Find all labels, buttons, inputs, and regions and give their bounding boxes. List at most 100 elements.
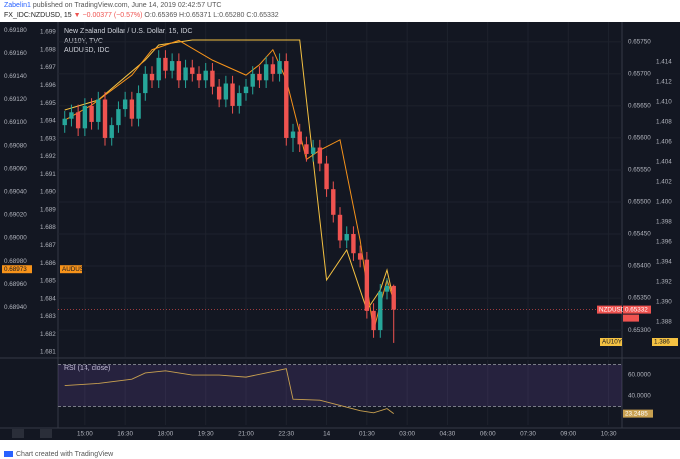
candle-body bbox=[109, 125, 114, 138]
candle-body bbox=[331, 189, 336, 215]
candle-body bbox=[270, 64, 276, 74]
candle-body bbox=[75, 112, 81, 129]
y4-tick-label: 1.686 bbox=[40, 260, 56, 267]
x-tick-label: 10:30 bbox=[601, 431, 617, 438]
y2-tick-label: 1.414 bbox=[656, 59, 672, 66]
y4-tick-label: 1.696 bbox=[40, 82, 56, 89]
y4-tick-label: 1.690 bbox=[40, 189, 56, 196]
candle-body bbox=[317, 147, 323, 164]
candle-body bbox=[324, 163, 329, 190]
y-tick-label: 0.65750 bbox=[628, 39, 651, 46]
y4-tick-label: 1.685 bbox=[40, 278, 56, 285]
y3-tick-label: 0.68960 bbox=[4, 281, 27, 288]
rsi-band bbox=[58, 364, 622, 407]
y2-tick-label: 1.394 bbox=[656, 259, 672, 266]
y2-tick-label: 1.390 bbox=[656, 299, 672, 306]
candle-body bbox=[143, 73, 148, 94]
y3-tick-label: 0.69040 bbox=[4, 188, 27, 195]
candle-body bbox=[122, 99, 128, 110]
candle-body bbox=[69, 112, 74, 119]
overlay-badge bbox=[60, 265, 82, 274]
y4-tick-label: 1.689 bbox=[40, 206, 56, 213]
author: Zabelin1 bbox=[4, 2, 31, 9]
candle-body bbox=[82, 105, 88, 129]
candle-body bbox=[116, 109, 121, 126]
legend-main: New Zealand Dollar / U.S. Dollar, 15, ID… bbox=[64, 28, 192, 35]
y4-tick-label: 1.691 bbox=[40, 171, 56, 178]
candle-body bbox=[129, 99, 135, 119]
y2-tick-label: 1.404 bbox=[656, 159, 672, 166]
candle-body bbox=[237, 93, 242, 106]
x-tick-label: 16:30 bbox=[117, 431, 133, 438]
rsi-badge bbox=[623, 409, 653, 418]
overlay-badge bbox=[652, 338, 678, 346]
button[interactable] bbox=[40, 429, 52, 438]
candle-body bbox=[230, 83, 235, 106]
candle-body bbox=[378, 291, 383, 331]
rsi-title: RSI (14, close) bbox=[64, 365, 110, 372]
candle-body bbox=[216, 86, 222, 100]
rsi-line bbox=[64, 368, 394, 414]
candle-body bbox=[210, 70, 215, 87]
x-tick-label: 09:00 bbox=[560, 431, 576, 438]
y4-tick-label: 1.692 bbox=[40, 153, 56, 160]
y4-tick-label: 1.682 bbox=[40, 331, 56, 338]
candle-body bbox=[169, 61, 175, 71]
overlay-badge bbox=[2, 265, 32, 274]
y4-tick-label: 1.699 bbox=[40, 29, 56, 36]
y-tick-label: 0.65450 bbox=[628, 231, 651, 238]
candle-body bbox=[277, 61, 282, 74]
y4-tick-label: 1.698 bbox=[40, 46, 56, 53]
candle-body bbox=[149, 73, 155, 81]
candle-body bbox=[290, 131, 296, 138]
y-tick-label: 0.65600 bbox=[628, 135, 651, 142]
button[interactable] bbox=[12, 429, 24, 438]
candle-body bbox=[183, 67, 188, 81]
candle-body bbox=[250, 73, 255, 87]
overlay-badge-label: AU10Y bbox=[602, 339, 623, 346]
overlay-line bbox=[64, 39, 395, 331]
y2-tick-label: 1.406 bbox=[656, 139, 672, 146]
candle-body bbox=[62, 118, 67, 126]
y2-tick-label: 1.410 bbox=[656, 99, 672, 106]
y3-tick-label: 0.69160 bbox=[4, 50, 27, 57]
y3-tick-label: 0.69120 bbox=[4, 96, 27, 103]
y2-tick-label: 1.402 bbox=[656, 179, 672, 186]
y-tick-label: 0.65650 bbox=[628, 103, 651, 110]
candle-body bbox=[263, 64, 269, 81]
candle-body bbox=[176, 61, 182, 81]
y2-tick-label: 1.408 bbox=[656, 119, 672, 126]
candle-body bbox=[136, 93, 141, 119]
candle-body bbox=[391, 285, 396, 310]
legend-overlay: AUDUSD, IDC bbox=[64, 47, 110, 54]
x-tick-label: 22:30 bbox=[278, 431, 294, 438]
x-tick-label: 04:30 bbox=[440, 431, 456, 438]
symbol-line: FX_IDC:NZDUSD, 15 ▼ −0.00377 (−0.57%) O:… bbox=[4, 12, 279, 19]
y2-tick-label: 1.392 bbox=[656, 279, 672, 286]
x-tick-label: 15:00 bbox=[77, 431, 93, 438]
y3-tick-label: 0.69100 bbox=[4, 119, 27, 126]
candle-body bbox=[344, 234, 349, 241]
y4-tick-label: 1.684 bbox=[40, 295, 56, 302]
x-tick-label: 14 bbox=[323, 431, 331, 438]
candle-body bbox=[190, 67, 195, 74]
y3-tick-label: 0.69180 bbox=[4, 27, 27, 34]
legend-overlay: AU10Y, TVC bbox=[64, 38, 103, 45]
footer: Chart created with TradingView bbox=[16, 451, 114, 458]
y2-tick-label: 1.400 bbox=[656, 199, 672, 206]
y3-tick-label: 0.69000 bbox=[4, 235, 27, 242]
y-tick-label: 0.65350 bbox=[628, 295, 651, 302]
y3-tick-label: 0.68940 bbox=[4, 304, 27, 311]
candle-body bbox=[297, 131, 302, 145]
candle-body bbox=[223, 83, 229, 100]
candle-body bbox=[257, 73, 262, 81]
candle-body bbox=[89, 105, 94, 122]
y-tick-label: 0.65300 bbox=[628, 327, 651, 334]
header: Zabelin1 published on TradingView.com, J… bbox=[4, 2, 221, 9]
ohlc: O:0.65369 H:0.65371 L:0.65280 C:0.65332 bbox=[144, 12, 278, 19]
y2-tick-label: 1.396 bbox=[656, 239, 672, 246]
badge bbox=[623, 305, 651, 314]
candle-body bbox=[156, 57, 161, 81]
candle-body bbox=[357, 253, 363, 260]
